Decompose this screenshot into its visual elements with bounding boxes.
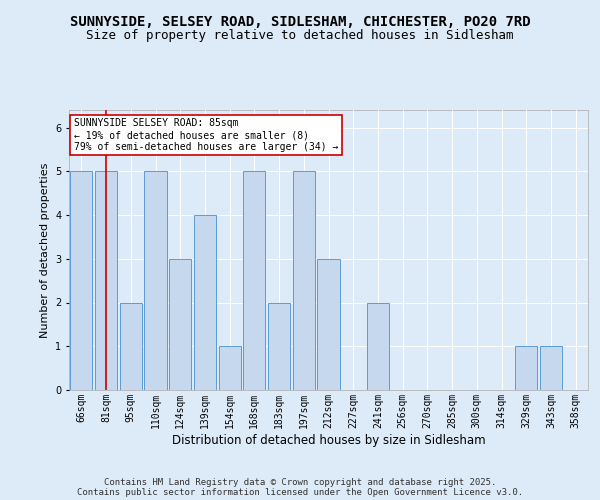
Bar [194,215,216,390]
Text: Size of property relative to detached houses in Sidlesham: Size of property relative to detached ho… [86,28,514,42]
Bar [268,302,290,390]
Bar [515,346,538,390]
X-axis label: Distribution of detached houses by size in Sidlesham: Distribution of detached houses by size … [172,434,485,446]
Bar [243,171,265,390]
Bar [169,259,191,390]
Text: SUNNYSIDE, SELSEY ROAD, SIDLESHAM, CHICHESTER, PO20 7RD: SUNNYSIDE, SELSEY ROAD, SIDLESHAM, CHICH… [70,16,530,30]
Bar [367,302,389,390]
Bar [119,302,142,390]
Bar [317,259,340,390]
Bar [293,171,315,390]
Bar [95,171,117,390]
Bar [540,346,562,390]
Bar [70,171,92,390]
Y-axis label: Number of detached properties: Number of detached properties [40,162,50,338]
Bar [218,346,241,390]
Text: Contains HM Land Registry data © Crown copyright and database right 2025.
Contai: Contains HM Land Registry data © Crown c… [77,478,523,497]
Bar [145,171,167,390]
Text: SUNNYSIDE SELSEY ROAD: 85sqm
← 19% of detached houses are smaller (8)
79% of sem: SUNNYSIDE SELSEY ROAD: 85sqm ← 19% of de… [74,118,338,152]
